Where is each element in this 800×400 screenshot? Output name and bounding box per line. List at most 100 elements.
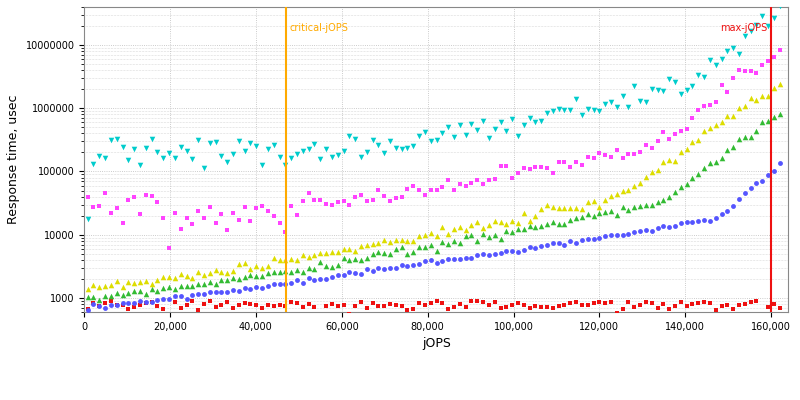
Point — [418, 302, 431, 308]
Point — [424, 187, 437, 194]
Point — [767, 300, 780, 307]
Point — [110, 302, 123, 308]
Point — [634, 98, 646, 104]
Point — [273, 256, 286, 263]
Point — [738, 102, 751, 109]
Point — [297, 148, 310, 154]
Point — [494, 236, 507, 242]
Point — [448, 226, 461, 232]
Point — [134, 298, 146, 305]
Point — [395, 145, 408, 152]
Point — [424, 137, 437, 144]
Point — [326, 300, 338, 307]
Point — [395, 194, 408, 200]
Point — [337, 148, 350, 154]
Point — [616, 188, 629, 194]
Point — [448, 256, 461, 262]
Point — [750, 97, 762, 104]
Point — [162, 296, 175, 302]
Point — [302, 274, 315, 281]
Point — [482, 221, 495, 228]
Point — [459, 304, 472, 311]
Point — [326, 274, 338, 280]
Point — [162, 319, 175, 326]
Point — [186, 156, 198, 162]
Point — [267, 281, 280, 288]
Point — [599, 300, 612, 307]
Point — [146, 286, 158, 292]
Point — [209, 289, 222, 296]
Point — [500, 128, 513, 135]
Point — [622, 299, 635, 305]
Point — [506, 218, 518, 224]
Point — [465, 298, 478, 304]
Point — [494, 305, 507, 312]
Point — [523, 305, 536, 312]
Point — [320, 303, 333, 310]
Point — [262, 283, 274, 290]
Point — [593, 235, 606, 241]
Point — [221, 159, 234, 165]
Point — [680, 302, 693, 309]
Point — [471, 298, 484, 304]
Point — [465, 222, 478, 228]
Point — [564, 164, 577, 170]
Point — [518, 210, 530, 216]
Point — [692, 300, 705, 306]
Point — [349, 135, 362, 142]
Point — [454, 122, 466, 128]
Point — [407, 238, 420, 245]
Point — [372, 302, 385, 309]
Point — [98, 155, 111, 162]
Point — [308, 141, 321, 148]
Point — [744, 299, 757, 306]
Point — [459, 226, 472, 233]
Point — [302, 254, 315, 260]
Point — [651, 87, 664, 94]
Point — [639, 142, 652, 148]
Point — [726, 203, 739, 210]
Point — [726, 306, 739, 312]
Point — [320, 201, 333, 207]
Point — [372, 265, 385, 272]
Point — [454, 240, 466, 246]
Point — [703, 57, 716, 64]
Point — [552, 106, 565, 112]
Point — [331, 198, 344, 205]
Point — [82, 286, 94, 292]
Point — [360, 149, 373, 155]
Point — [337, 198, 350, 204]
Point — [721, 146, 734, 153]
Point — [290, 267, 303, 273]
Point — [93, 203, 106, 210]
Point — [331, 249, 344, 255]
Point — [134, 211, 146, 218]
Point — [703, 218, 716, 224]
Point — [471, 177, 484, 183]
Point — [105, 210, 118, 217]
Point — [186, 275, 198, 281]
Point — [139, 145, 152, 152]
Point — [215, 153, 228, 160]
Point — [639, 226, 652, 233]
Point — [110, 136, 123, 142]
Point — [401, 238, 414, 244]
Point — [646, 228, 658, 234]
Point — [634, 180, 646, 186]
Point — [401, 263, 414, 269]
Point — [570, 204, 582, 211]
Point — [157, 285, 170, 292]
Point — [564, 217, 577, 223]
Point — [582, 236, 594, 242]
Point — [157, 296, 170, 302]
Point — [174, 283, 187, 290]
Point — [267, 303, 280, 309]
Point — [395, 244, 408, 251]
Point — [297, 269, 310, 276]
Point — [541, 221, 554, 227]
Point — [738, 32, 751, 39]
Point — [703, 160, 716, 166]
Point — [128, 304, 141, 310]
Point — [198, 301, 210, 307]
Point — [151, 276, 164, 283]
